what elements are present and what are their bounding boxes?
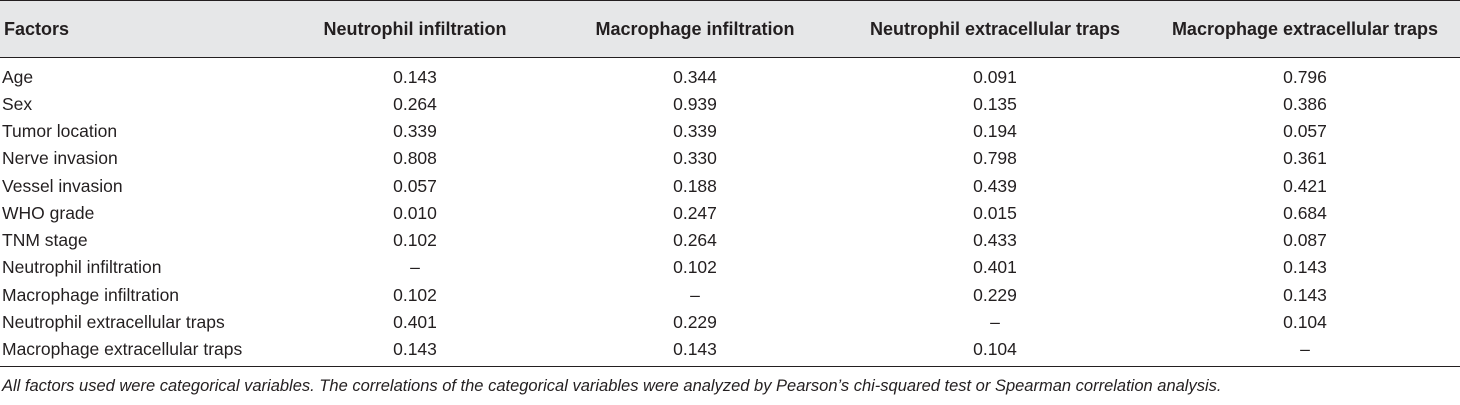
cell-neutrophil-extracellular-traps: 0.104 [973, 338, 1017, 359]
cell-neutrophil-extracellular-traps: 0.798 [973, 148, 1017, 169]
table-header: Factors Neutrophil infiltration Macropha… [0, 0, 1460, 58]
cell-macrophage-extracellular-traps: 0.057 [1283, 120, 1327, 141]
row-label-factor: Macrophage infiltration [2, 284, 180, 305]
cell-macrophage-extracellular-traps: 0.684 [1283, 202, 1327, 223]
column-header-macrophage-infiltration: Macrophage infiltration [550, 0, 840, 58]
cell-neutrophil-infiltration: 0.808 [393, 148, 437, 169]
cell-macrophage-extracellular-traps: 0.361 [1283, 148, 1327, 169]
column-header-neutrophil-infiltration: Neutrophil infiltration [280, 0, 550, 58]
table-row: WHO grade 0.010 0.247 0.015 0.684 [0, 200, 1460, 227]
row-label-factor: Vessel invasion [2, 175, 123, 196]
table-row: TNM stage 0.102 0.264 0.433 0.087 [0, 227, 1460, 254]
cell-neutrophil-extracellular-traps: 0.433 [973, 230, 1017, 251]
row-label-factor: Nerve invasion [2, 148, 118, 169]
table-row: Macrophage infiltration 0.102 – 0.229 0.143 [0, 282, 1460, 309]
table-row: Nerve invasion 0.808 0.330 0.798 0.361 [0, 145, 1460, 172]
cell-neutrophil-infiltration: 0.143 [393, 66, 437, 87]
cell-macrophage-extracellular-traps: 0.087 [1283, 230, 1327, 251]
cell-macrophage-extracellular-traps: 0.143 [1283, 257, 1327, 278]
cell-macrophage-infiltration: 0.264 [673, 230, 717, 251]
cell-macrophage-infiltration: 0.143 [673, 338, 717, 359]
row-label-factor: Neutrophil infiltration [2, 257, 162, 278]
table-bottom-rule [0, 366, 1460, 368]
cell-macrophage-infiltration: 0.330 [673, 148, 717, 169]
cell-macrophage-extracellular-traps: 0.796 [1283, 66, 1327, 87]
cell-neutrophil-extracellular-traps: 0.439 [973, 175, 1017, 196]
row-label-factor: Macrophage extracellular traps [2, 338, 243, 359]
row-label-factor: WHO grade [2, 202, 95, 223]
cell-macrophage-extracellular-traps: 0.143 [1283, 284, 1327, 305]
cell-macrophage-infiltration: – [690, 284, 700, 305]
correlation-table-container: Factors Neutrophil infiltration Macropha… [0, 0, 1460, 396]
cell-macrophage-extracellular-traps: 0.421 [1283, 175, 1327, 196]
header-row: Factors Neutrophil infiltration Macropha… [0, 0, 1460, 58]
row-label-factor: Age [2, 66, 34, 87]
cell-neutrophil-extracellular-traps: 0.135 [973, 93, 1017, 114]
cell-neutrophil-infiltration: 0.143 [393, 338, 437, 359]
cell-neutrophil-extracellular-traps: 0.015 [973, 202, 1017, 223]
table-row: Neutrophil infiltration – 0.102 0.401 0.143 [0, 254, 1460, 281]
cell-neutrophil-infiltration: 0.102 [393, 284, 437, 305]
column-header-neutrophil-extracellular-traps: Neutrophil extracellular traps [840, 0, 1150, 58]
table-row: Vessel invasion 0.057 0.188 0.439 0.421 [0, 172, 1460, 199]
correlation-table: Factors Neutrophil infiltration Macropha… [0, 0, 1460, 367]
cell-macrophage-extracellular-traps: 0.104 [1283, 312, 1327, 333]
cell-neutrophil-infiltration: 0.057 [393, 175, 437, 196]
table-row: Tumor location 0.339 0.339 0.194 0.057 [0, 118, 1460, 145]
cell-neutrophil-extracellular-traps: – [990, 312, 1000, 333]
table-row: Macrophage extracellular traps 0.143 0.143… [0, 336, 1460, 366]
table-row: Neutrophil extracellular traps 0.401 0.229… [0, 309, 1460, 336]
cell-neutrophil-infiltration: 0.339 [393, 120, 437, 141]
cell-neutrophil-extracellular-traps: 0.401 [973, 257, 1017, 278]
table-footnote: All factors used were categorical variab… [2, 377, 1222, 396]
cell-neutrophil-infiltration: 0.264 [393, 93, 437, 114]
cell-macrophage-extracellular-traps: – [1300, 338, 1310, 359]
cell-neutrophil-infiltration: – [410, 257, 420, 278]
cell-neutrophil-extracellular-traps: 0.091 [973, 66, 1017, 87]
cell-macrophage-extracellular-traps: 0.386 [1283, 93, 1327, 114]
row-label-factor: Neutrophil extracellular traps [2, 312, 225, 333]
cell-macrophage-infiltration: 0.939 [673, 93, 717, 114]
column-header-factors: Factors [0, 0, 280, 58]
cell-macrophage-infiltration: 0.247 [673, 202, 717, 223]
table-row: Sex 0.264 0.939 0.135 0.386 [0, 91, 1460, 118]
table-body: Age 0.143 0.344 0.091 0.796 Sex 0.264 0.939 0.13… [0, 58, 1460, 367]
cell-neutrophil-extracellular-traps: 0.194 [973, 120, 1017, 141]
row-label-factor: Tumor location [2, 120, 118, 141]
cell-neutrophil-infiltration: 0.401 [393, 312, 437, 333]
cell-macrophage-infiltration: 0.339 [673, 120, 717, 141]
cell-macrophage-infiltration: 0.229 [673, 312, 717, 333]
table-row: Age 0.143 0.344 0.091 0.796 [0, 58, 1460, 91]
cell-neutrophil-infiltration: 0.010 [393, 202, 437, 223]
row-label-factor: TNM stage [2, 230, 88, 251]
column-header-macrophage-extracellular-traps: Macrophage extracellular traps [1150, 0, 1460, 58]
row-label-factor: Sex [2, 93, 33, 114]
cell-macrophage-infiltration: 0.188 [673, 175, 717, 196]
cell-macrophage-infiltration: 0.102 [673, 257, 717, 278]
cell-neutrophil-infiltration: 0.102 [393, 230, 437, 251]
cell-macrophage-infiltration: 0.344 [673, 66, 717, 87]
cell-neutrophil-extracellular-traps: 0.229 [973, 284, 1017, 305]
